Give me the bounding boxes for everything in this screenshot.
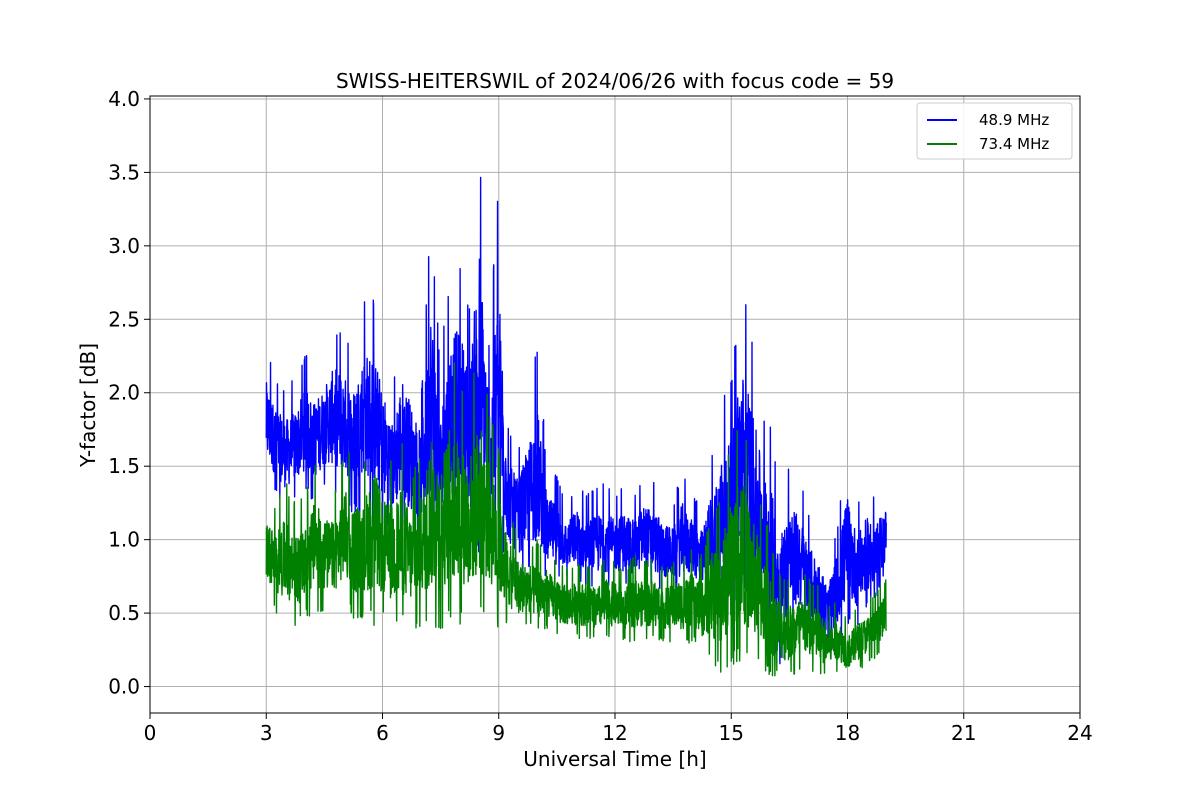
x-tick-label: 18 (835, 721, 860, 745)
legend-label-1: 48.9 MHz (979, 111, 1049, 129)
legend-label-2: 73.4 MHz (979, 135, 1049, 153)
y-tick-label: 0.0 (108, 675, 140, 699)
y-tick-label: 1.0 (108, 528, 140, 552)
y-tick-label: 2.5 (108, 307, 140, 331)
x-axis: 0 3 6 9 12 15 18 21 24 (144, 713, 1093, 745)
y-tick-label: 1.5 (108, 454, 140, 478)
series-layer (265, 176, 887, 677)
x-tick-label: 24 (1067, 721, 1092, 745)
x-tick-label: 6 (376, 721, 389, 745)
x-tick-label: 3 (260, 721, 273, 745)
x-tick-label: 21 (951, 721, 976, 745)
series-line-1 (265, 176, 887, 665)
x-tick-label: 0 (144, 721, 157, 745)
y-tick-label: 2.0 (108, 381, 140, 405)
y-tick-label: 3.5 (108, 160, 140, 184)
y-tick-label: 4.0 (108, 87, 140, 111)
x-axis-label: Universal Time [h] (523, 747, 706, 771)
y-tick-label: 0.5 (108, 601, 140, 625)
legend: 48.9 MHz 73.4 MHz (916, 102, 1073, 160)
y-axis-label: Y-factor [dB] (76, 343, 100, 468)
x-tick-label: 12 (602, 721, 627, 745)
chart-title: SWISS-HEITERSWIL of 2024/06/26 with focu… (336, 69, 894, 93)
y-tick-label: 3.0 (108, 234, 140, 258)
y-axis: 0.0 0.5 1.0 1.5 2.0 2.5 3.0 3.5 4.0 (108, 87, 150, 699)
series-line-2 (265, 362, 887, 677)
x-tick-label: 15 (719, 721, 744, 745)
x-tick-label: 9 (492, 721, 505, 745)
